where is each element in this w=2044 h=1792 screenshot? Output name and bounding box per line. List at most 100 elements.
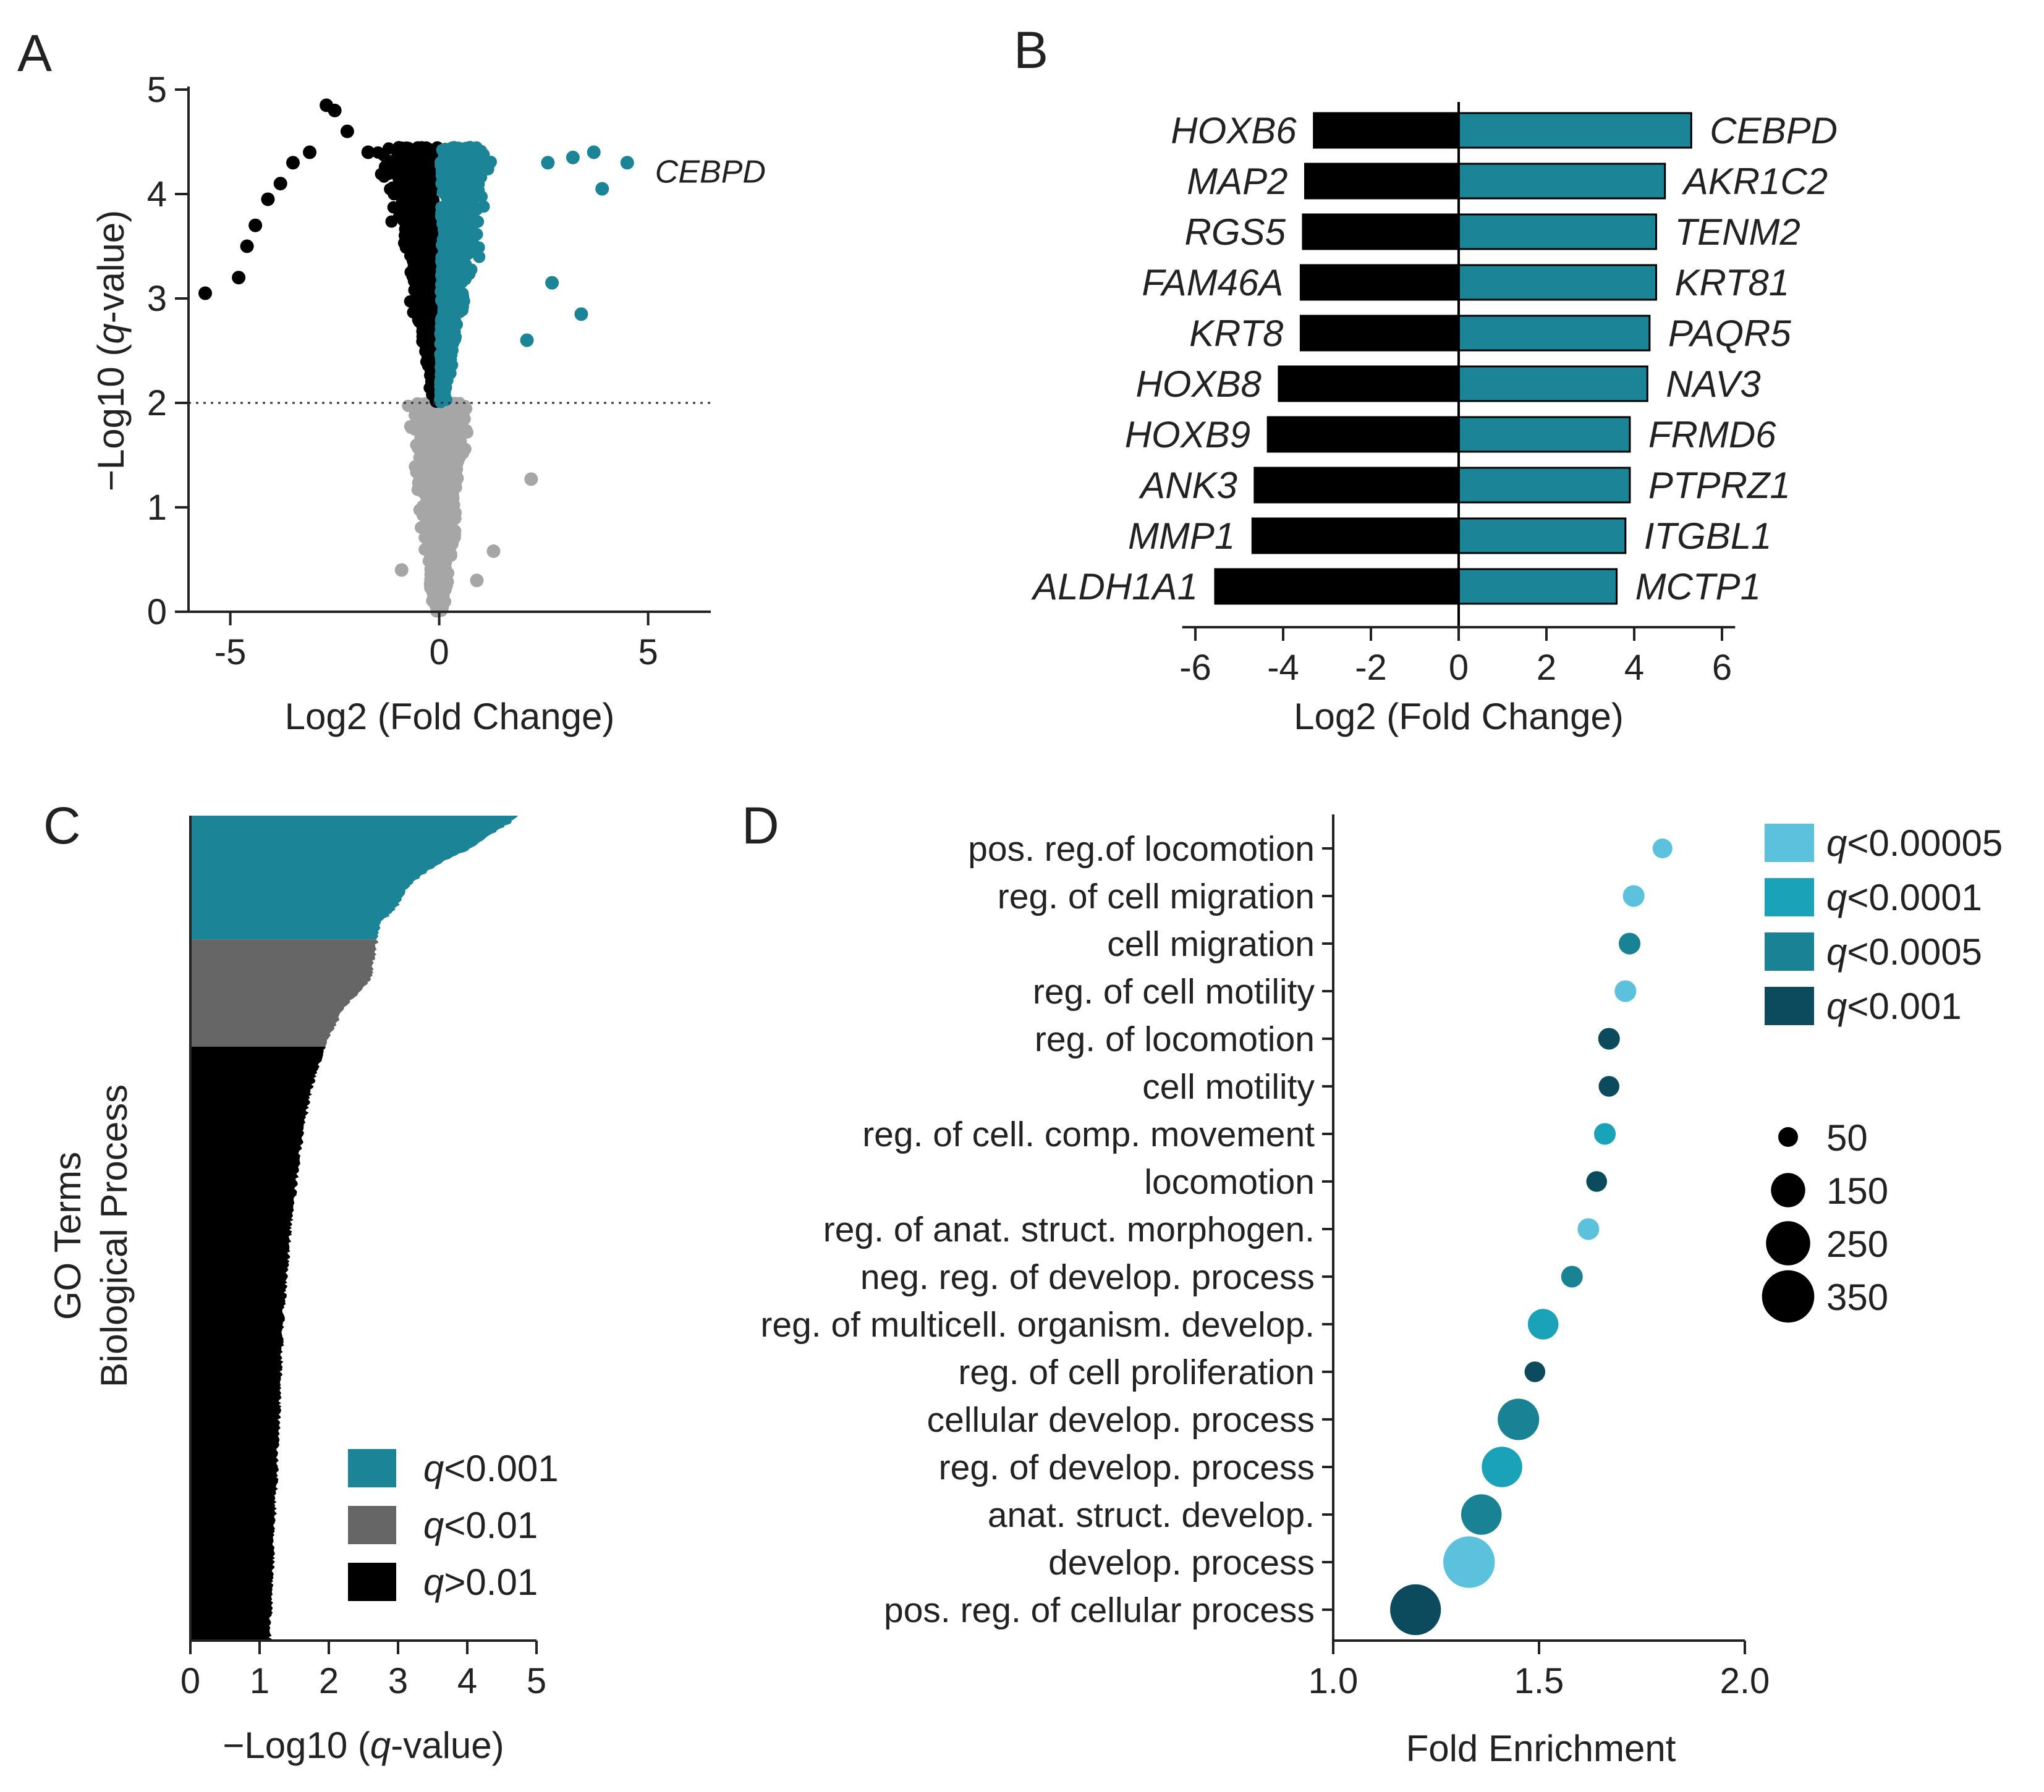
volcano-y-tick-label: 4 <box>147 174 167 214</box>
upregulated-gene-bar <box>1457 163 1666 200</box>
go-legend-label-q: q <box>423 1562 444 1603</box>
upregulated-gene-label: KRT81 <box>1675 262 1790 303</box>
upregulated-gene-label: CEBPD <box>1710 110 1838 151</box>
gene-bars-x-tick-label: 2 <box>1537 648 1556 688</box>
upregulated-gene-label: MCTP1 <box>1635 566 1761 607</box>
go-x-tick-label: 4 <box>457 1661 477 1701</box>
enrichment-bubble <box>1652 839 1673 858</box>
downregulated-outlier-point <box>361 145 375 159</box>
volcano-plot: 0 1 2 3 4 5 -5 0 5 CEBPD Log2 (Fold Change) −Log… <box>90 70 766 737</box>
volcano-axes: 0 1 2 3 4 5 -5 0 5 <box>147 70 711 672</box>
go-legend-label: q<0.001 <box>423 1448 559 1489</box>
downregulated-gene-label: MAP2 <box>1187 161 1287 202</box>
downregulated-gene-label: HOXB9 <box>1125 414 1250 455</box>
volcano-x-tick-label: 0 <box>429 632 449 672</box>
downregulated-gene-bar <box>1278 365 1460 402</box>
downregulated-gene-bar <box>1299 315 1460 352</box>
nonsignificant-outlier-point <box>524 472 538 486</box>
downregulated-outlier-point <box>328 103 342 117</box>
enrichment-term-label: reg. of cell. comp. movement <box>862 1115 1315 1154</box>
upregulated-gene-label: FRMD6 <box>1648 414 1776 455</box>
enrichment-bubble <box>1561 1266 1583 1288</box>
upregulated-gene-bar <box>1457 213 1657 250</box>
enrichment-color-legend-threshold: <0.00005 <box>1847 822 2003 864</box>
upregulated-outlier-point <box>595 182 609 196</box>
go-x-tick-label: 5 <box>527 1661 546 1701</box>
gene-bars: HOXB6 MAP2 RGS5 FAM46A KRT8 HOXB8 HOXB9 ANK3 MMP… <box>1031 110 1838 607</box>
volcano-y-label-suffix: -value) <box>90 210 132 323</box>
enrichment-bubble <box>1390 1584 1441 1636</box>
gene-bars-x-tick-label: 6 <box>1712 648 1732 688</box>
gene-bars-x-tick-label: -6 <box>1179 648 1211 688</box>
enrichment-color-legend-swatch <box>1765 824 1814 862</box>
nonsignificant-outlier-point <box>394 563 409 577</box>
downregulated-points <box>371 141 444 408</box>
panel-label-c: C <box>43 797 81 855</box>
enrichment-size-legend-bubble <box>1766 1221 1810 1266</box>
nonsignificant-outlier-point <box>486 544 501 558</box>
panel-label-a: A <box>17 24 52 82</box>
enrichment-term-label: reg. of anat. struct. morphogen. <box>823 1210 1315 1249</box>
go-y-axis-label-line2: Biological Process <box>93 1084 135 1387</box>
downregulated-outlier-point <box>261 192 275 206</box>
enrichment-size-legend-bubble <box>1762 1270 1815 1323</box>
enrichment-bubble <box>1618 932 1641 955</box>
enrichment-bubble <box>1498 1398 1540 1440</box>
enrichment-axes: 1.0 1.5 2.0 pos. reg.of locomotion reg. of c… <box>760 814 1770 1701</box>
go-legend-swatch <box>348 1506 396 1544</box>
enrichment-size-legend-label: 50 <box>1826 1117 1868 1159</box>
enrichment-color-legend-swatch <box>1765 878 1814 916</box>
enrichment-x-tick-label: 1.5 <box>1514 1661 1564 1701</box>
volcano-y-tick-label: 0 <box>147 592 167 632</box>
upregulated-outlier-point <box>545 276 559 290</box>
enrichment-size-legend-bubble <box>1778 1127 1798 1147</box>
upregulated-outlier-point <box>566 150 580 164</box>
enrichment-color-legend-label: q<0.0001 <box>1826 877 1982 918</box>
go-legend-label-threshold: >0.01 <box>444 1562 538 1603</box>
upregulated-gene-bar <box>1457 315 1651 352</box>
downregulated-gene-bar <box>1313 112 1460 149</box>
downregulated-outlier-point <box>286 156 300 170</box>
downregulated-outlier-point <box>340 124 354 138</box>
enrichment-color-legend-label: q<0.0005 <box>1826 931 1982 973</box>
downregulated-gene-bar <box>1302 213 1460 250</box>
enrichment-color-legend-swatch <box>1765 987 1814 1025</box>
enrichment-bubbles <box>1390 839 1673 1636</box>
upregulated-points <box>434 141 497 408</box>
go-legend-swatch <box>348 1449 396 1487</box>
enrichment-term-label: cell migration <box>1107 924 1315 964</box>
enrichment-term-label: pos. reg.of locomotion <box>968 829 1315 869</box>
enrichment-term-label: locomotion <box>1144 1162 1315 1202</box>
enrichment-bubble-chart: 1.0 1.5 2.0 pos. reg.of locomotion reg. of c… <box>760 814 2003 1769</box>
upregulated-outlier-point <box>620 156 634 170</box>
downregulated-gene-bar <box>1251 517 1460 554</box>
go-x-tick-label: 3 <box>388 1661 408 1701</box>
enrichment-term-label: cell motility <box>1142 1067 1315 1107</box>
upregulated-gene-label: NAV3 <box>1666 363 1760 405</box>
go-bars-q-lt-001 <box>190 939 379 1047</box>
upregulated-outlier-point <box>520 333 534 347</box>
go-legend-label-threshold: <0.01 <box>444 1505 538 1546</box>
upregulated-gene-label: AKR1C2 <box>1682 161 1828 202</box>
enrichment-term-label: reg. of develop. process <box>939 1448 1315 1487</box>
enrichment-legend: q<0.00005q<0.0001q<0.0005q<0.00150150250… <box>1762 822 2003 1323</box>
volcano-y-tick-label: 2 <box>147 383 167 423</box>
downregulated-gene-label: ANK3 <box>1139 465 1237 506</box>
downregulated-gene-label: RGS5 <box>1185 211 1286 253</box>
upregulated-gene-bar <box>1457 517 1627 554</box>
enrichment-bubble <box>1527 1309 1559 1340</box>
upregulated-outlier-point <box>574 307 588 321</box>
go-bars-q-gt-001 <box>190 1046 326 1641</box>
go-legend-label: q>0.01 <box>423 1562 538 1603</box>
downregulated-gene-label: ALDH1A1 <box>1031 566 1198 607</box>
downregulated-gene-bar <box>1214 568 1460 605</box>
enrichment-x-axis-label: Fold Enrichment <box>1406 1728 1676 1769</box>
gene-bars-x-tick-label: 4 <box>1624 648 1644 688</box>
volcano-y-tick-label: 5 <box>147 70 167 110</box>
enrichment-term-label: pos. reg. of cellular process <box>884 1591 1315 1630</box>
cebpd-annotation: CEBPD <box>655 154 766 190</box>
enrichment-bubble <box>1586 1171 1608 1192</box>
downregulated-gene-label: FAM46A <box>1142 262 1283 303</box>
